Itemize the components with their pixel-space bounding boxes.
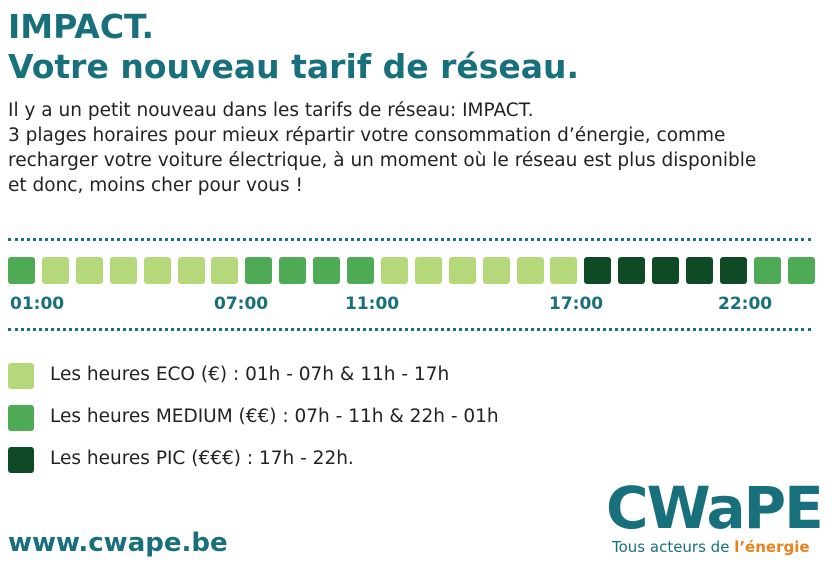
hour-label: 17:00 (549, 294, 604, 314)
hour-slot (550, 257, 578, 284)
intro-line: et donc, moins cher pour vous ! (8, 175, 303, 196)
title: IMPACT. (8, 7, 155, 46)
hour-slot (313, 257, 341, 284)
hour-label: 07:00 (214, 294, 269, 314)
hour-slot (482, 257, 510, 284)
hour-slot (448, 257, 476, 284)
legend-label: Les heures PIC (€€€) : 17h - 22h. (50, 448, 354, 469)
tagline: Tous acteurs de l’énergie (612, 538, 810, 556)
logo: CWaPE (606, 474, 824, 542)
hour-label: 01:00 (10, 294, 65, 314)
hour-slot (279, 257, 307, 284)
hour-slot (380, 257, 408, 284)
hour-slot (719, 257, 747, 284)
hour-slot (41, 257, 69, 284)
hour-slot (787, 257, 815, 284)
intro: Il y a un petit nouveau dans les tarifs … (8, 98, 756, 198)
hour-slot (414, 257, 442, 284)
tagline-text: Tous acteurs de (612, 538, 735, 556)
website[interactable]: www.cwape.be (8, 528, 228, 558)
hour-slot (109, 257, 137, 284)
hour-slot (245, 257, 273, 284)
hour-label: 11:00 (345, 294, 400, 314)
divider (8, 328, 811, 331)
hour-slot (75, 257, 103, 284)
hour-slot (516, 257, 544, 284)
title: Votre nouveau tarif de réseau. (8, 47, 580, 86)
hour-slot (753, 257, 781, 284)
hour-slot (652, 257, 680, 284)
legend-swatch (8, 447, 34, 473)
hour-slot (143, 257, 171, 284)
legend-label: Les heures ECO (€) : 01h - 07h & 11h - 1… (50, 364, 450, 385)
hour-slot (686, 257, 713, 284)
legend-swatch (8, 405, 34, 431)
intro-line: Il y a un petit nouveau dans les tarifs … (8, 100, 534, 121)
hour-label: 22:00 (718, 294, 773, 314)
divider (8, 238, 811, 241)
hour-slot (347, 257, 374, 284)
tagline-accent: l’énergie (734, 538, 810, 556)
intro-line: 3 plages horaires pour mieux répartir vo… (8, 125, 726, 146)
hour-slot (8, 257, 35, 284)
legend-label: Les heures MEDIUM (€€) : 07h - 11h & 22h… (50, 406, 499, 427)
hour-slot (211, 257, 239, 284)
intro-line: recharger votre voiture électrique, à un… (8, 150, 757, 171)
hour-slot (584, 257, 612, 284)
hour-slot (177, 257, 205, 284)
timeline (8, 257, 818, 284)
legend-swatch (8, 363, 34, 389)
hour-slot (618, 257, 646, 284)
